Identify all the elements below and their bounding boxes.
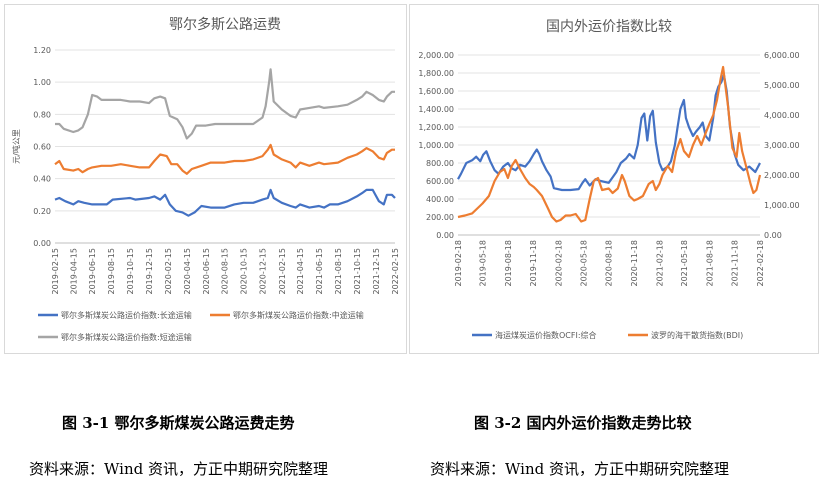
source-note-2: 资料来源：Wind 资讯，方正中期研究院整理 — [430, 460, 729, 478]
x-tick-label: 2021-08-18 — [705, 240, 714, 287]
x-tick-label: 2022-02-18 — [756, 240, 765, 287]
x-tick-label: 2021-12-15 — [372, 248, 381, 295]
x-tick-label: 2021-10-15 — [353, 248, 362, 295]
y2-tick-label: 5,000.00 — [764, 81, 800, 90]
y-axis-label: 元/吨公里 — [11, 129, 21, 164]
x-tick-label: 2021-08-15 — [334, 248, 343, 295]
x-tick-label: 2021-11-18 — [731, 240, 740, 287]
x-tick-label: 2019-11-18 — [529, 240, 538, 287]
y-tick-label: 1.20 — [33, 46, 51, 55]
y-tick-label: 0.80 — [33, 110, 51, 119]
x-tick-label: 2019-12-15 — [145, 248, 154, 295]
y2-tick-label: 6,000.00 — [764, 51, 800, 60]
x-tick-label: 2020-05-18 — [579, 240, 588, 287]
series-line — [457, 73, 761, 192]
x-tick-label: 2021-04-15 — [296, 248, 305, 295]
y2-tick-label: 2,000.00 — [764, 171, 800, 180]
source-note-1: 资料来源：Wind 资讯，方正中期研究院整理 — [29, 460, 328, 478]
x-tick-label: 2020-12-15 — [259, 248, 268, 295]
x-tick-label: 2020-06-15 — [202, 248, 211, 295]
legend-label: 海运煤炭运价指数OCFI:综合 — [495, 330, 597, 340]
legend-label: 鄂尔多斯煤炭公路运价指数:短途运输 — [61, 332, 192, 342]
legend-label: 鄂尔多斯煤炭公路运价指数:中途运输 — [233, 310, 364, 320]
y-tick-label: 0.00 — [33, 239, 51, 248]
y-tick-label: 1,600.00 — [418, 87, 454, 96]
y-tick-label: 1,800.00 — [418, 69, 454, 78]
x-tick-label: 2019-05-18 — [479, 240, 488, 287]
x-tick-label: 2021-06-15 — [315, 248, 324, 295]
y-tick-label: 0.60 — [33, 143, 51, 152]
legend-label: 波罗的海干散货指数(BDI) — [651, 330, 743, 340]
x-tick-label: 2020-08-15 — [221, 248, 230, 295]
x-tick-label: 2020-02-18 — [555, 240, 564, 287]
x-tick-label: 2020-10-15 — [240, 248, 249, 294]
x-tick-label: 2022-02-15 — [391, 248, 400, 295]
legend-label: 鄂尔多斯煤炭公路运价指数:长途运输 — [61, 310, 192, 320]
x-tick-label: 2020-11-18 — [630, 240, 639, 286]
y-tick-label: 0.40 — [33, 175, 51, 184]
x-tick-label: 2020-02-15 — [164, 248, 173, 295]
index-compare-chart-svg: 国内外运价指数比较 0.00 200.00 400.00 600.00 800.00 1,0… — [418, 19, 800, 340]
series-line — [54, 143, 395, 175]
y-tick-label: 200.00 — [426, 213, 454, 222]
series-line — [54, 188, 396, 217]
series-line — [55, 68, 395, 140]
y-tick-label: 600.00 — [426, 177, 454, 186]
x-tick-label: 2019-04-15 — [69, 248, 78, 295]
y-tick-label: 0.00 — [436, 231, 454, 240]
series-line — [457, 65, 762, 223]
x-tick-label: 2019-02-15 — [51, 248, 60, 295]
y2-tick-label: 3,000.00 — [764, 141, 800, 150]
chart-title: 鄂尔多斯公路运费 — [169, 16, 281, 33]
x-tick-label: 2020-08-18 — [605, 240, 614, 287]
x-tick-label: 2019-10-15 — [126, 248, 135, 295]
y-tick-label: 800.00 — [426, 159, 454, 168]
figure-caption-3-1: 图 3-1 鄂尔多斯煤炭公路运费走势 — [62, 414, 295, 432]
y-tick-label: 1,000.00 — [418, 141, 454, 150]
x-tick-label: 2021-02-15 — [278, 248, 287, 295]
x-tick-label: 2019-08-18 — [504, 240, 513, 287]
x-tick-label: 2020-04-15 — [183, 248, 192, 295]
y-tick-label: 400.00 — [426, 195, 454, 204]
x-tick-label: 2019-06-15 — [88, 248, 97, 295]
y2-tick-label: 0.00 — [764, 231, 782, 240]
y2-tick-label: 1,000.00 — [764, 201, 800, 210]
x-tick-label: 2019-02-18 — [454, 240, 463, 287]
x-tick-label: 2021-05-18 — [680, 240, 689, 287]
y2-tick-label: 4,000.00 — [764, 111, 800, 120]
y-tick-label: 1,200.00 — [418, 123, 454, 132]
freight-chart-svg: 鄂尔多斯公路运费 0.00 0.20 0.40 0.60 0.80 1.00 1.20 元/吨公… — [11, 16, 400, 342]
y-tick-label: 1,400.00 — [418, 105, 454, 114]
figure-caption-3-2: 图 3-2 国内外运价指数走势比较 — [474, 414, 692, 432]
x-tick-label: 2021-02-18 — [655, 240, 664, 287]
y-tick-label: 0.20 — [33, 207, 51, 216]
y-tick-label: 1.00 — [33, 78, 51, 87]
y-tick-label: 2,000.00 — [418, 51, 454, 60]
x-tick-label: 2019-08-15 — [107, 248, 116, 295]
chart-panel-index-compare: 国内外运价指数比较 0.00 200.00 400.00 600.00 800.00 1,0… — [409, 4, 819, 354]
chart-panel-freight: 鄂尔多斯公路运费 0.00 0.20 0.40 0.60 0.80 1.00 1.20 元/吨公… — [4, 4, 407, 354]
chart-title: 国内外运价指数比较 — [546, 19, 672, 35]
